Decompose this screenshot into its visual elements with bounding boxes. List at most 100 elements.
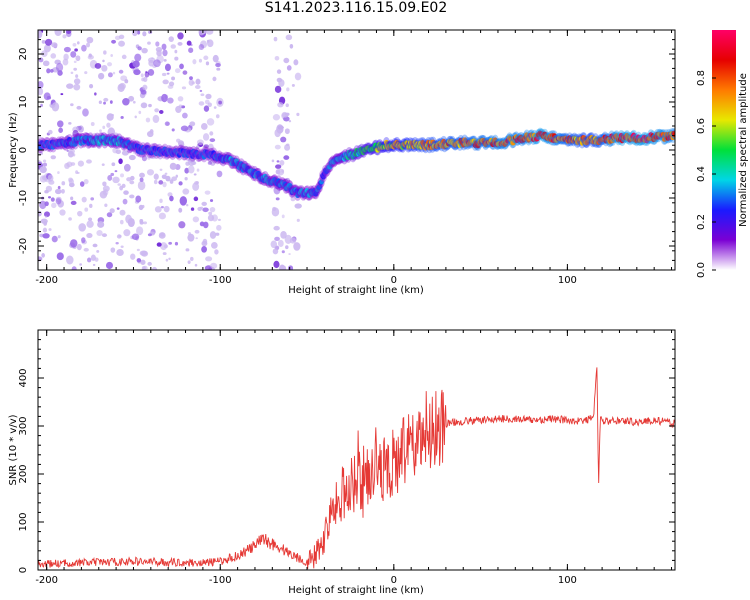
spectrogram-noise-speckle	[210, 241, 218, 249]
spectrogram-noise-speckle	[281, 214, 285, 219]
spectrogram-y-label: Frequency (Hz)	[8, 112, 19, 188]
spectrogram-noise-speckle	[68, 178, 74, 185]
spectrogram-noise-speckle	[217, 218, 221, 221]
spectrogram-noise-speckle	[293, 59, 299, 66]
spectrogram-noise-speckle	[191, 81, 196, 85]
spectrogram-noise-speckle	[82, 108, 89, 117]
spectrogram-noise-speckle	[76, 243, 82, 251]
spectrogram-noise-speckle	[38, 87, 44, 96]
spectrogram-noise-speckle	[166, 72, 170, 75]
spectrogram-noise-speckle	[177, 41, 183, 46]
spectrogram-noise-speckle	[283, 178, 288, 183]
spectrogram-noise-speckle	[201, 246, 207, 253]
spectrogram-noise-speckle	[137, 46, 142, 51]
spectrogram-noise-speckle	[70, 103, 74, 107]
spectrogram-noise-speckle	[123, 229, 131, 237]
spectrogram-noise-speckle	[293, 242, 301, 251]
spectrogram-noise-speckle	[161, 93, 168, 103]
spectrogram-noise-speckle	[209, 131, 214, 136]
spectrogram-noise-speckle	[73, 78, 81, 85]
spectrogram-noise-speckle	[112, 147, 118, 154]
spectrogram-noise-speckle	[61, 188, 65, 194]
spectrogram-noise-speckle	[119, 219, 124, 225]
spectrogram-x-label: Height of straight line (km)	[288, 285, 424, 296]
spectrogram-noise-speckle	[147, 57, 156, 63]
spectrogram-noise-speckle	[158, 232, 166, 239]
spectrogram-noise-speckle	[167, 84, 174, 89]
page-title: S141.2023.116.15.09.E02	[264, 0, 448, 16]
spectrogram-noise-speckle	[38, 210, 42, 217]
spectrogram-noise-speckle	[296, 218, 300, 222]
spectrogram-noise-speckle	[162, 49, 168, 57]
spectrogram-noise-speckle	[274, 144, 281, 150]
spectrogram-noise-speckle	[68, 217, 72, 221]
spectrogram-noise-speckle	[209, 199, 214, 202]
spectrogram-noise-speckle	[163, 59, 167, 62]
spectrogram-noise-speckle	[46, 68, 51, 74]
spectrogram-noise-speckle	[178, 207, 183, 213]
spectrogram-noise-speckle	[207, 161, 213, 165]
spectrogram-noise-speckle	[296, 112, 300, 117]
spectrogram-ridge-cell	[552, 133, 557, 139]
spectrogram-noise-speckle	[139, 172, 145, 178]
spectrogram-noise-speckle	[196, 139, 204, 146]
spectrogram-noise-speckle	[273, 36, 278, 42]
spectrogram-noise-speckle	[107, 127, 116, 138]
spectrogram-noise-speckle	[198, 101, 205, 106]
spectrogram-noise-speckle	[74, 48, 78, 52]
spectrogram-noise-speckle	[75, 55, 81, 62]
spectrogram-noise-speckle	[63, 53, 69, 61]
spectrogram-noise-speckle	[136, 258, 142, 263]
snr-y-tick-label: 100	[18, 512, 29, 531]
spectrogram-noise-speckle	[38, 81, 44, 89]
spectrogram-noise-speckle	[40, 103, 43, 108]
spectrogram-noise-speckle	[159, 198, 163, 204]
spectrogram-noise-speckle	[143, 221, 147, 225]
spectrogram-noise-speckle	[199, 89, 203, 93]
spectrogram-noise-speckle	[136, 30, 141, 35]
spectrogram-noise-speckle	[200, 206, 204, 209]
spectrogram-noise-speckle	[54, 188, 62, 195]
spectrogram-noise-speckle	[201, 201, 207, 207]
spectrogram-noise-speckle	[134, 115, 137, 119]
spectrogram-noise-speckle	[86, 42, 91, 48]
spectrogram-noise-speckle	[122, 98, 130, 106]
spectrogram-noise-speckle	[134, 53, 142, 62]
spectrogram-noise-speckle	[190, 207, 195, 211]
spectrogram-noise-speckle	[120, 245, 124, 248]
spectrogram-noise-speckle	[47, 174, 54, 182]
spectrogram-noise-speckle	[45, 185, 53, 192]
spectrogram-noise-speckle	[75, 74, 79, 78]
spectrogram-noise-speckle	[121, 54, 127, 60]
spectrogram-noise-speckle	[283, 155, 290, 160]
spectrogram-noise-speckle	[273, 185, 281, 195]
spectrogram-noise-speckle	[170, 44, 176, 49]
spectrogram-noise-speckle	[156, 49, 162, 57]
spectrogram-noise-speckle	[56, 252, 64, 261]
spectrogram-noise-speckle	[62, 34, 67, 39]
spectrogram-noise-speckle	[125, 214, 132, 224]
spectrogram-noise-speckle	[60, 146, 63, 150]
spectrogram-noise-speckle	[214, 249, 219, 255]
spectrogram-noise-speckle	[141, 155, 148, 162]
spectrogram-noise-speckle	[189, 76, 193, 80]
spectrogram-noise-speckle	[169, 195, 174, 202]
spectrogram-noise-speckle	[83, 179, 89, 185]
spectrogram-noise-speckle	[285, 34, 293, 41]
spectrogram-noise-speckle	[272, 248, 279, 255]
spectrogram-noise-speckle	[116, 207, 120, 210]
spectrogram-noise-speckle	[123, 190, 129, 195]
spectrogram-noise-speckle	[216, 67, 221, 71]
snr-x-axis: -200 -100 0 100	[35, 330, 673, 586]
spectrogram-noise-speckle	[161, 43, 167, 50]
spectrogram-noise-speckle	[39, 200, 47, 210]
spectrogram-noise-speckle	[198, 58, 203, 63]
spectrogram-noise-speckle	[186, 40, 192, 46]
colorbar-label: Normalized spectral amplitude	[738, 73, 749, 227]
spectrogram-noise-speckle	[103, 50, 107, 55]
spectrogram-noise-speckle	[130, 253, 136, 260]
spectrogram-noise-speckle	[205, 93, 212, 100]
spectrogram-noise-speckle	[277, 102, 284, 108]
spectrogram-noise-speckle	[139, 221, 144, 225]
